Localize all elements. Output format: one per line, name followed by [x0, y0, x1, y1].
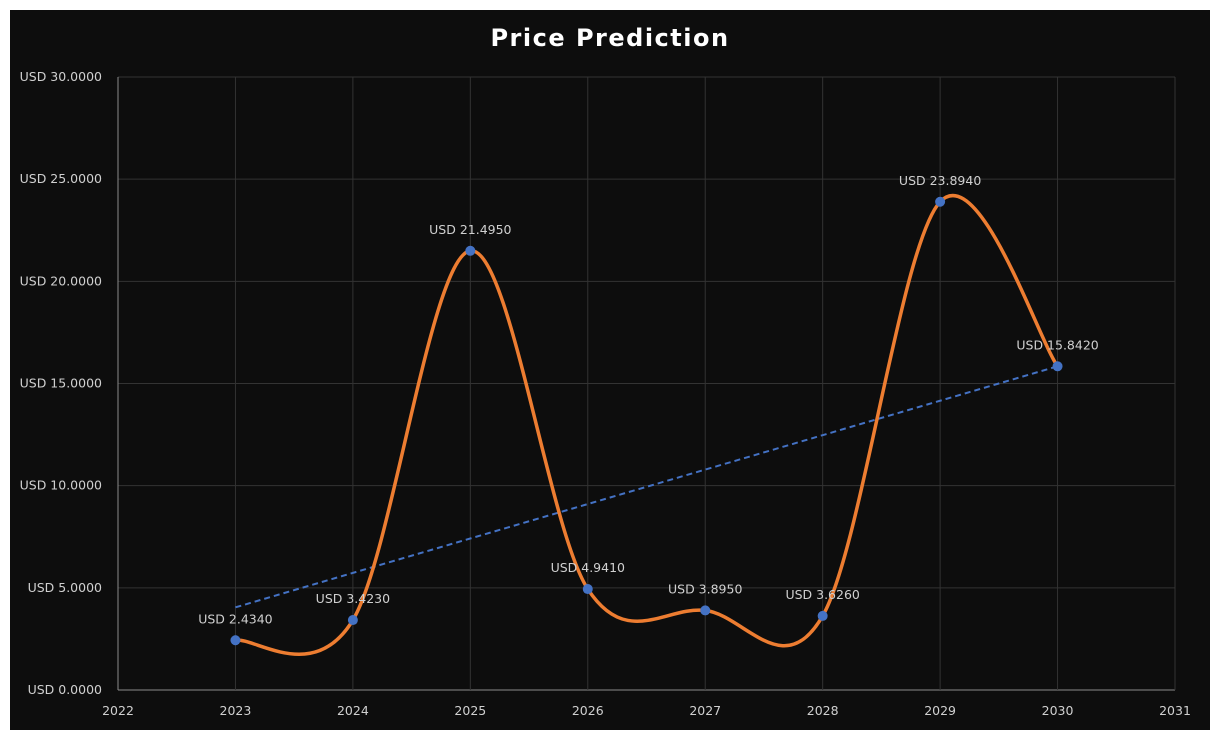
y-tick-label: USD 15.0000 [20, 376, 102, 391]
y-tick-label: USD 25.0000 [20, 171, 102, 186]
x-tick-label: 2023 [220, 703, 252, 718]
data-point [230, 635, 241, 646]
x-tick-label: 2029 [924, 703, 956, 718]
x-tick-label: 2030 [1042, 703, 1074, 718]
trendline [235, 365, 1058, 609]
x-tick-label: 2031 [1159, 703, 1191, 718]
data-point [465, 245, 476, 256]
y-tick-label: USD 5.0000 [28, 580, 102, 595]
chart-title: Price Prediction [490, 24, 730, 52]
data-label: USD 23.8940 [899, 173, 981, 188]
price-line [233, 193, 1060, 656]
data-point [347, 615, 358, 626]
data-label: USD 21.4950 [429, 222, 511, 237]
data-label: USD 15.8420 [1016, 337, 1098, 352]
data-point [700, 605, 711, 616]
y-tick-label: USD 10.0000 [20, 478, 102, 493]
data-label: USD 4.9410 [551, 560, 625, 575]
data-point [1052, 361, 1063, 372]
x-tick-label: 2028 [807, 703, 839, 718]
y-tick-label: USD 0.0000 [28, 682, 102, 697]
chart-background [10, 10, 1210, 730]
data-label: USD 2.4340 [198, 611, 272, 626]
data-label: USD 3.8950 [668, 581, 742, 596]
x-tick-label: 2024 [337, 703, 369, 718]
data-point [935, 196, 946, 207]
data-label: USD 3.6260 [785, 587, 859, 602]
x-tick-label: 2026 [572, 703, 604, 718]
x-tick-label: 2022 [102, 703, 134, 718]
data-label: USD 3.4230 [316, 591, 390, 606]
x-tick-label: 2027 [689, 703, 721, 718]
data-point [582, 584, 593, 595]
x-tick-label: 2025 [454, 703, 486, 718]
y-tick-label: USD 20.0000 [20, 273, 102, 288]
data-point [817, 610, 828, 621]
y-tick-label: USD 30.0000 [20, 69, 102, 84]
